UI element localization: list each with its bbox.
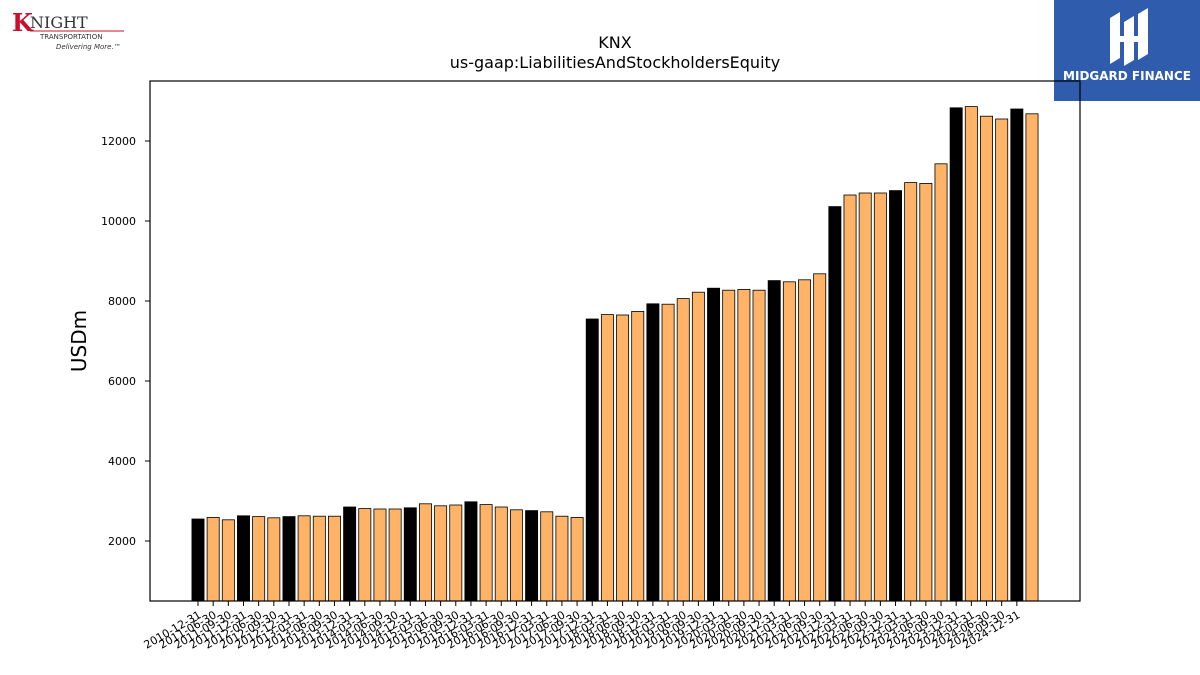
svg-text:MIDGARD FINANCE: MIDGARD FINANCE	[1063, 69, 1191, 83]
bar	[237, 515, 250, 602]
bar	[737, 288, 751, 602]
bar	[691, 291, 705, 602]
bar	[980, 115, 993, 602]
bar	[661, 303, 675, 602]
bar	[479, 504, 493, 602]
bar	[843, 194, 857, 602]
bar	[949, 107, 963, 602]
bar	[555, 515, 569, 602]
bar	[509, 509, 523, 602]
bar	[570, 517, 584, 602]
chart-title: KNX	[598, 33, 631, 52]
y-ticks: 2000 4000 6000 8000 10000 12000	[101, 135, 150, 548]
svg-text:TRANSPORTATION: TRANSPORTATION	[39, 33, 102, 41]
y-tick-label: 12000	[101, 135, 136, 148]
svg-text:K: K	[12, 8, 34, 37]
y-tick-label: 10000	[101, 215, 136, 228]
midgard-finance-logo: MIDGARD FINANCE	[1054, 0, 1200, 101]
bar	[1025, 113, 1039, 602]
bar	[995, 118, 1009, 602]
bar	[206, 517, 220, 602]
bar	[828, 206, 842, 602]
bar	[798, 279, 812, 602]
y-tick-label: 8000	[108, 295, 136, 308]
bar	[889, 190, 902, 602]
bar	[904, 182, 918, 602]
bar	[707, 287, 721, 602]
bar	[358, 508, 372, 602]
bar	[767, 280, 781, 602]
x-ticks: 2010-12-312011-06-302011-09-302011-12-31…	[142, 601, 1022, 652]
bars-layer	[191, 106, 1039, 602]
bar	[449, 504, 463, 602]
bar	[267, 517, 281, 602]
y-tick-label: 2000	[108, 535, 136, 548]
bar	[1010, 108, 1024, 602]
bar	[600, 314, 614, 602]
bar	[282, 516, 296, 602]
chart-subtitle: us-gaap:LiabilitiesAndStockholdersEquity	[450, 53, 781, 72]
bar	[722, 289, 736, 602]
knight-transportation-logo: K NIGHT TRANSPORTATION Delivering More.™	[10, 8, 130, 54]
plot-frame	[149, 80, 1081, 602]
bar	[464, 501, 478, 602]
bar	[934, 163, 948, 602]
bar	[585, 318, 599, 602]
bar	[297, 515, 311, 602]
bar	[813, 273, 827, 602]
svg-text:NIGHT: NIGHT	[30, 13, 88, 32]
svg-text:Delivering More.™: Delivering More.™	[56, 43, 121, 51]
bar	[616, 314, 630, 602]
bar	[858, 192, 872, 602]
y-tick-label: 6000	[108, 375, 136, 388]
bar	[388, 508, 402, 602]
bar	[676, 298, 690, 602]
bar	[252, 516, 266, 602]
bar	[631, 310, 645, 602]
bar	[373, 508, 387, 602]
bar	[328, 515, 341, 602]
bar	[646, 303, 660, 602]
bar	[919, 182, 933, 602]
bar	[525, 510, 539, 602]
bar	[752, 289, 766, 602]
y-tick-label: 4000	[108, 455, 136, 468]
bar	[418, 503, 432, 602]
bar	[403, 507, 417, 602]
bar	[221, 519, 235, 602]
y-axis-label: USDm	[67, 310, 91, 372]
bar	[782, 281, 796, 602]
bar	[494, 506, 508, 602]
bar	[312, 515, 326, 602]
bar	[191, 518, 205, 602]
bar	[343, 506, 357, 602]
bar	[964, 106, 978, 602]
bar	[540, 511, 554, 602]
bar	[434, 505, 448, 602]
bar	[873, 192, 887, 602]
